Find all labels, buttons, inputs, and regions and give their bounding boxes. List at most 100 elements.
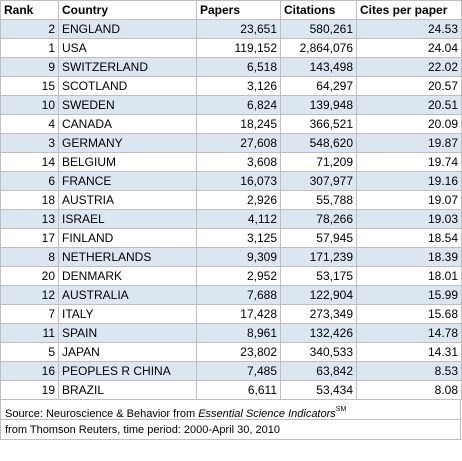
table-cell: 18: [0, 190, 59, 210]
table-cell: 24.04: [356, 38, 462, 58]
table-cell: 15.99: [356, 285, 462, 305]
table-cell: 366,521: [280, 114, 357, 134]
table-row: 19 BRAZIL 6,611 53,434 8.08: [0, 380, 462, 400]
table-cell: 10: [0, 95, 59, 115]
table-cell: 132,426: [280, 323, 357, 343]
table-cell: 53,175: [280, 266, 357, 286]
table-cell: 2,864,076: [280, 38, 357, 58]
table-row: 6 FRANCE 16,073 307,977 19.16: [0, 171, 462, 191]
table-cell: AUSTRALIA: [58, 285, 197, 305]
table-cell: 18.54: [356, 228, 462, 248]
table-cell: 19.07: [356, 190, 462, 210]
table-cell: 8.08: [356, 380, 462, 400]
table-cell: 23,802: [196, 342, 281, 362]
table-cell: SWITZERLAND: [58, 57, 197, 77]
table-cell: 14.31: [356, 342, 462, 362]
data-table: Rank Country Papers Citations Cites per …: [0, 0, 462, 400]
table-cell: 139,948: [280, 95, 357, 115]
table-cell: BRAZIL: [58, 380, 197, 400]
table-cell: AUSTRIA: [58, 190, 197, 210]
table-cell: 9,309: [196, 247, 281, 267]
table-cell: 9: [0, 57, 59, 77]
table-row: 14 BELGIUM 3,608 71,209 19.74: [0, 152, 462, 172]
table-cell: 580,261: [280, 19, 357, 39]
table-cell: 8: [0, 247, 59, 267]
source-superscript: SM: [335, 406, 347, 413]
table-cell: ENGLAND: [58, 19, 197, 39]
table-cell: DENMARK: [58, 266, 197, 286]
table-cell: SCOTLAND: [58, 76, 197, 96]
table-cell: 18.39: [356, 247, 462, 267]
table-cell: SPAIN: [58, 323, 197, 343]
table-body: Rank Country Papers Citations Cites per …: [0, 0, 462, 400]
source-line: Source: Neuroscience & Behavior from Ess…: [0, 400, 461, 420]
table-cell: 17: [0, 228, 59, 248]
table-cell: 20.09: [356, 114, 462, 134]
table-cell: USA: [58, 38, 197, 58]
table-cell: 78,266: [280, 209, 357, 229]
table-cell: 71,209: [280, 152, 357, 172]
table-row: 20 DENMARK 2,952 53,175 18.01: [0, 266, 462, 286]
table-cell: BELGIUM: [58, 152, 197, 172]
table-cell: 15: [0, 76, 59, 96]
table-cell: 6,518: [196, 57, 281, 77]
table-cell: 4,112: [196, 209, 281, 229]
table-cell: 18.01: [356, 266, 462, 286]
table-cell: 8.53: [356, 361, 462, 381]
table-cell: 7: [0, 304, 59, 324]
source-text: Source: Neuroscience & Behavior from: [5, 408, 199, 420]
table-cell: 12: [0, 285, 59, 305]
table-cell: 19.16: [356, 171, 462, 191]
table-cell: 24.53: [356, 19, 462, 39]
table-cell: 1: [0, 38, 59, 58]
source-italic: Essential Science Indicators: [198, 408, 336, 420]
table-cell: JAPAN: [58, 342, 197, 362]
table-row: 11 SPAIN 8,961 132,426 14.78: [0, 323, 462, 343]
table-row: 8 NETHERLANDS 9,309 171,239 18.39: [0, 247, 462, 267]
table-cell: FRANCE: [58, 171, 197, 191]
table-cell: 11: [0, 323, 59, 343]
table-row: 15 SCOTLAND 3,126 64,297 20.57: [0, 76, 462, 96]
table-cell: 6: [0, 171, 59, 191]
table-cell: 19: [0, 380, 59, 400]
table-row: 9 SWITZERLAND 6,518 143,498 22.02: [0, 57, 462, 77]
table-cell: 53,434: [280, 380, 357, 400]
table-cell: 55,788: [280, 190, 357, 210]
table-cell: FINLAND: [58, 228, 197, 248]
table-cell: 22.02: [356, 57, 462, 77]
table-cell: ISRAEL: [58, 209, 197, 229]
table-cell: 7,688: [196, 285, 281, 305]
note-line: from Thomson Reuters, time period: 2000-…: [0, 420, 461, 440]
table-cell: 3,125: [196, 228, 281, 248]
table-cell: 6,824: [196, 95, 281, 115]
table-cell: SWEDEN: [58, 95, 197, 115]
table-cell: 3,608: [196, 152, 281, 172]
table-cell: 2,952: [196, 266, 281, 286]
table-cell: 273,349: [280, 304, 357, 324]
table-row: 18 AUSTRIA 2,926 55,788 19.07: [0, 190, 462, 210]
header-row: Rank Country Papers Citations Cites per …: [0, 0, 462, 20]
table-cell: 171,239: [280, 247, 357, 267]
table-cell: CANADA: [58, 114, 197, 134]
table-row: 3 GERMANY 27,608 548,620 19.87: [0, 133, 462, 153]
table-cell: 340,533: [280, 342, 357, 362]
table-cell: PEOPLES R CHINA: [58, 361, 197, 381]
table-row: 1 USA 119,152 2,864,076 24.04: [0, 38, 462, 58]
table-cell: 15.68: [356, 304, 462, 324]
table-cell: 2: [0, 19, 59, 39]
header-cell: Country: [58, 0, 197, 20]
table-cell: 143,498: [280, 57, 357, 77]
header-cell: Cites per paper: [356, 0, 462, 20]
table-row: 7 ITALY 17,428 273,349 15.68: [0, 304, 462, 324]
table-cell: 13: [0, 209, 59, 229]
table-row: 2 ENGLAND 23,651 580,261 24.53: [0, 19, 462, 39]
table-row: 13 ISRAEL 4,112 78,266 19.03: [0, 209, 462, 229]
table-cell: ITALY: [58, 304, 197, 324]
table-row: 16 PEOPLES R CHINA 7,485 63,842 8.53: [0, 361, 462, 381]
table-cell: 119,152: [196, 38, 281, 58]
table-cell: 63,842: [280, 361, 357, 381]
header-cell: Citations: [280, 0, 357, 20]
table-cell: 19.74: [356, 152, 462, 172]
table-cell: 14: [0, 152, 59, 172]
